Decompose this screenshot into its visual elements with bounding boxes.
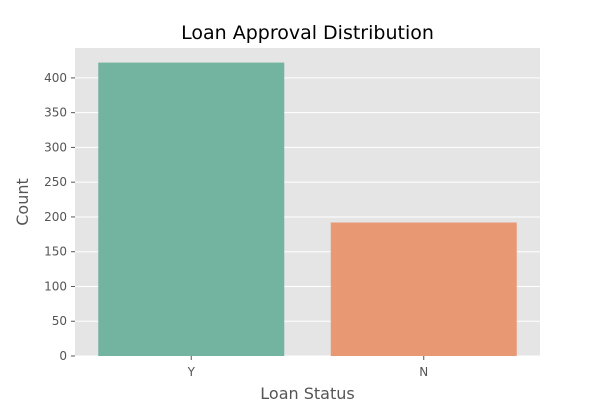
bars: [98, 62, 517, 356]
y-axis-label: Count: [13, 178, 32, 226]
x-axis-label: Loan Status: [260, 384, 354, 400]
chart-title: Loan Approval Distribution: [181, 22, 434, 44]
y-tick-label: 150: [44, 245, 67, 259]
y-tick-label: 0: [59, 349, 67, 363]
y-tick-label: 300: [44, 140, 67, 154]
y-tick-label: 350: [44, 106, 67, 120]
y-tick-label: 50: [52, 314, 67, 328]
y-tick-label: 250: [44, 175, 67, 189]
y-tick-label: 400: [44, 71, 67, 85]
y-axis-ticks: 0 50 100 150 200 250 300 350 400: [44, 71, 75, 363]
x-tick-label-Y: Y: [187, 365, 196, 379]
x-tick-label-N: N: [419, 365, 428, 379]
y-tick-label: 200: [44, 210, 67, 224]
bar-N: [330, 222, 517, 356]
bar-Y: [98, 62, 285, 356]
y-tick-label: 100: [44, 279, 67, 293]
